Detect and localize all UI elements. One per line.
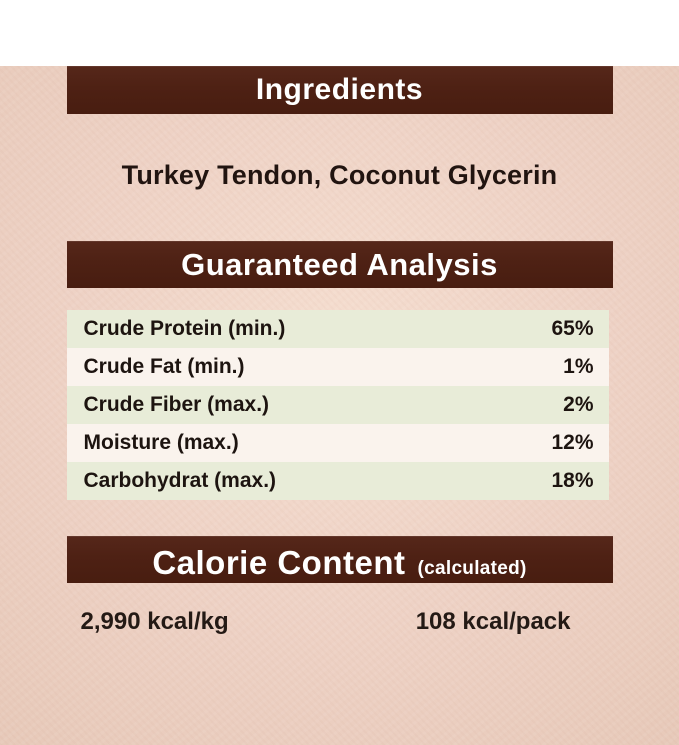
table-row: Crude Protein (min.) 65%: [66, 310, 609, 348]
guaranteed-analysis-title: Guaranteed Analysis: [181, 246, 498, 282]
calorie-content-header-bar: Calorie Content (calculated): [66, 536, 613, 583]
table-row: Moisture (max.) 12%: [66, 424, 609, 462]
calories-per-kg: 2,990 kcal/kg: [80, 608, 229, 635]
calorie-content-subtitle: (calculated): [417, 558, 527, 579]
row-label: Crude Fat (min.): [83, 355, 245, 378]
row-label: Carbohydrat (max.): [83, 469, 277, 492]
ingredients-header-bar: Ingredients: [66, 66, 613, 114]
table-row: Crude Fiber (max.) 2%: [66, 386, 609, 424]
row-value: 18%: [551, 469, 594, 492]
table-row: Carbohydrat (max.) 18%: [66, 462, 609, 500]
guaranteed-analysis-header-bar: Guaranteed Analysis: [66, 241, 613, 288]
row-label: Crude Protein (min.): [83, 317, 286, 340]
table-row: Crude Fat (min.) 1%: [66, 348, 609, 386]
label-content: Ingredients Turkey Tendon, Coconut Glyce…: [66, 66, 613, 637]
ingredients-list: Turkey Tendon, Coconut Glycerin: [121, 160, 558, 190]
row-value: 12%: [551, 431, 594, 454]
nutrition-label-page: Ingredients Turkey Tendon, Coconut Glyce…: [0, 66, 679, 745]
row-value: 2%: [563, 393, 594, 416]
row-value: 65%: [551, 317, 594, 340]
row-value: 1%: [563, 355, 594, 378]
calorie-content-title: Calorie Content: [152, 544, 406, 581]
calories-per-pack: 108 kcal/pack: [415, 608, 571, 635]
calorie-values-row: 2,990 kcal/kg 108 kcal/pack: [67, 607, 613, 637]
row-label: Moisture (max.): [83, 431, 239, 454]
guaranteed-analysis-table: Crude Protein (min.) 65% Crude Fat (min.…: [66, 310, 609, 500]
row-label: Crude Fiber (max.): [83, 393, 270, 416]
ingredients-title: Ingredients: [255, 73, 424, 106]
